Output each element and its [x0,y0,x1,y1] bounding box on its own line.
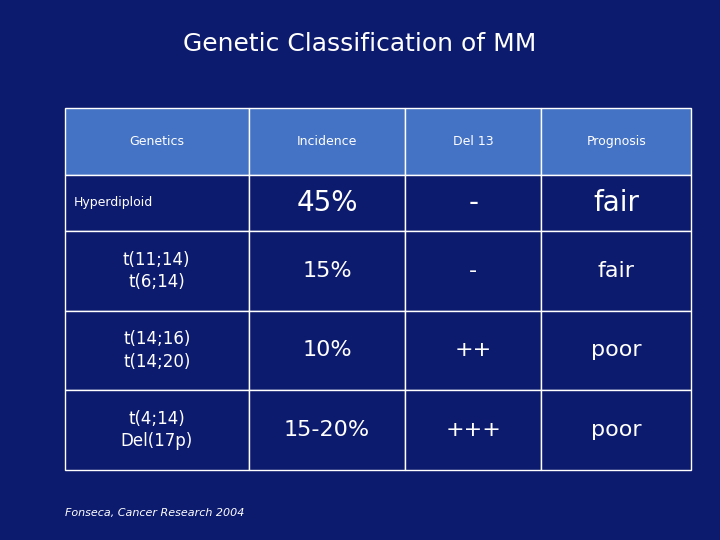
Text: t(14;16)
t(14;20): t(14;16) t(14;20) [123,330,190,370]
Bar [65,231,248,310]
Text: fair: fair [593,189,639,217]
Text: t(11;14)
t(6;14): t(11;14) t(6;14) [123,251,191,291]
Bar [405,175,541,231]
Bar [541,175,691,231]
Bar [405,231,541,310]
Text: fair: fair [598,261,635,281]
Text: ++: ++ [455,340,492,360]
Bar [65,310,248,390]
Text: 45%: 45% [296,189,358,217]
Text: -: - [468,189,478,217]
Text: Hyperdiploid: Hyperdiploid [73,197,153,210]
Text: Genetic Classification of MM: Genetic Classification of MM [184,32,536,56]
Bar [248,108,405,175]
Text: Incidence: Incidence [297,135,357,148]
Text: 15-20%: 15-20% [284,420,370,440]
Bar [405,108,541,175]
Text: poor: poor [591,420,642,440]
Bar [541,231,691,310]
Bar [248,390,405,470]
Bar [541,108,691,175]
Bar [405,390,541,470]
Bar [405,310,541,390]
Text: 15%: 15% [302,261,352,281]
Text: Genetics: Genetics [129,135,184,148]
Bar [541,390,691,470]
Text: t(4;14)
Del(17p): t(4;14) Del(17p) [120,410,193,450]
Bar [65,175,248,231]
Bar [248,231,405,310]
Text: -: - [469,261,477,281]
Text: Fonseca, Cancer Research 2004: Fonseca, Cancer Research 2004 [65,508,244,518]
Bar [541,310,691,390]
Text: Prognosis: Prognosis [586,135,646,148]
Bar [248,175,405,231]
Text: Del 13: Del 13 [453,135,494,148]
Bar [248,310,405,390]
Text: 10%: 10% [302,340,352,360]
Text: poor: poor [591,340,642,360]
Text: +++: +++ [446,420,501,440]
Bar [65,108,248,175]
Bar [65,390,248,470]
